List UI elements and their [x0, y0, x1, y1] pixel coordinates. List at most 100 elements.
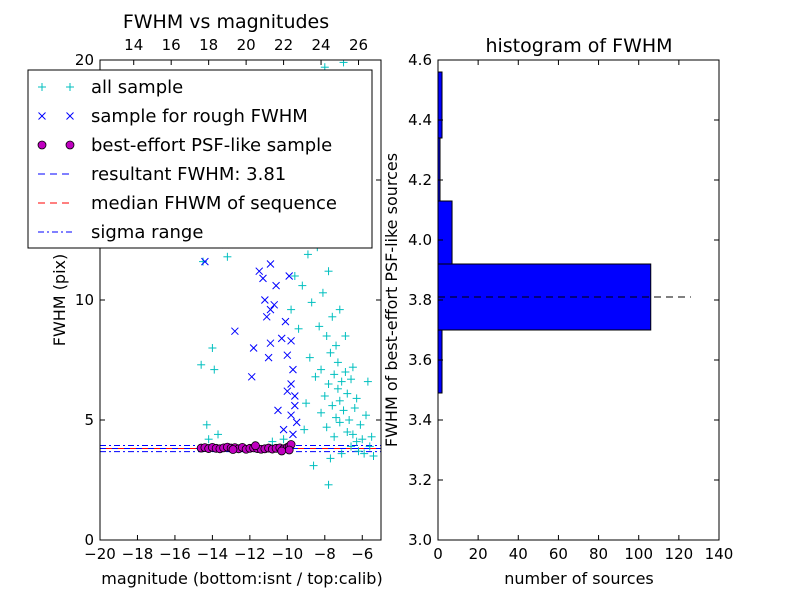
right-y-tick-label: 3.4 — [408, 411, 432, 429]
left-x-tick-label: −20 — [84, 545, 116, 563]
left-x-tick-label: −14 — [197, 545, 229, 563]
right-y-tick-label: 4.2 — [408, 171, 432, 189]
left-x-axis-label: magnitude (bottom:isnt / top:calib) — [101, 569, 382, 588]
left-x-tick-label: −10 — [272, 545, 304, 563]
plus-point-0-41 — [328, 401, 337, 410]
legend-marker-circle — [65, 140, 75, 150]
left-x-tick-label: −12 — [234, 545, 266, 563]
plus-point-0-61 — [348, 430, 357, 439]
x-point-1-7 — [262, 312, 271, 321]
legend-label: best-effort PSF-like sample — [91, 135, 332, 156]
top-x-tick-label: 22 — [274, 36, 293, 54]
plus-point-0-67 — [358, 435, 367, 444]
x-point-1-6 — [260, 296, 269, 304]
circle-point-2-26 — [284, 445, 294, 455]
plus-point-0-43 — [330, 370, 339, 379]
histogram-bar-4 — [438, 71, 443, 139]
plus-point-0-56 — [343, 428, 352, 436]
legend-marker-x — [66, 112, 74, 120]
right-axis-ticks: 0 20 40 60 80 100 120 140 3.0 3.2 3.4 3.6 3.8 4.0 4.2 4… — [408, 51, 733, 563]
x-point-1-12 — [272, 281, 280, 290]
fwhm-vs-magnitude-chart: −20−18−16−14−12−10−8−6051015201416182022… — [27, 11, 383, 588]
right-chart-title: histogram of FWHM — [485, 35, 672, 57]
x-point-1-16 — [283, 351, 292, 360]
plus-point-0-34 — [320, 392, 329, 400]
plus-point-0-17 — [290, 272, 299, 280]
legend-marker-x — [38, 112, 46, 120]
plus-point-0-72 — [367, 432, 376, 441]
top-x-tick-label: 16 — [162, 36, 181, 54]
x-point-1-11 — [270, 300, 279, 309]
plus-point-0-0 — [197, 360, 206, 369]
plus-point-0-66 — [356, 420, 365, 429]
plus-point-0-32 — [318, 288, 327, 297]
legend-label: all sample — [91, 77, 183, 98]
plus-point-0-46 — [332, 413, 341, 422]
right-x-tick-label: 0 — [433, 545, 443, 563]
top-x-tick-label: 24 — [312, 36, 331, 54]
x-point-1-30 — [285, 272, 294, 280]
left-y-axis-label: FWHM (pix) — [50, 254, 69, 347]
plus-point-0-28 — [315, 322, 324, 331]
x-point-1-18 — [287, 336, 295, 345]
legend: all sample sample for rough FWHM best-effo… — [27, 69, 373, 249]
right-x-tick-label: 120 — [665, 545, 694, 563]
legend-label: median FHWM of sequence — [91, 193, 337, 214]
legend-marker-circle — [37, 140, 47, 150]
x-point-1-10 — [266, 260, 275, 268]
right-y-axis-label: FWHM of best-effort PSF-like sources — [382, 153, 401, 447]
plus-point-0-70 — [363, 377, 372, 386]
plus-point-0-60 — [347, 375, 356, 384]
x-point-1-23 — [287, 411, 295, 420]
plus-point-0-76 — [302, 399, 311, 408]
left-chart-title: FWHM vs magnitudes — [123, 11, 329, 33]
left-x-tick-label: −8 — [314, 545, 336, 563]
x-point-1-20 — [287, 380, 295, 388]
right-y-tick-label: 3.8 — [408, 291, 432, 309]
plus-point-0-19 — [298, 281, 307, 290]
plus-point-0-4 — [204, 435, 213, 444]
plus-point-0-47 — [333, 384, 342, 393]
plus-point-0-14 — [279, 435, 288, 444]
right-plot-area — [438, 71, 691, 394]
top-x-tick-label: 26 — [349, 36, 368, 54]
left-y-tick-label: 10 — [75, 291, 94, 309]
plus-point-0-40 — [326, 454, 335, 463]
plus-point-0-18 — [294, 324, 303, 333]
plus-point-0-49 — [335, 418, 344, 427]
plus-point-0-59 — [347, 442, 356, 451]
left-y-tick-label: 0 — [84, 531, 94, 549]
plus-point-0-51 — [337, 377, 346, 386]
plus-point-0-74 — [324, 480, 333, 489]
circle-point-2-29 — [228, 445, 238, 454]
left-y-tick-label: 20 — [75, 51, 94, 69]
x-point-1-29 — [279, 425, 288, 434]
fwhm-histogram-chart: 0 20 40 60 80 100 120 140 3.0 3.2 3.4 3.6 3.8 4.0 4.2 4… — [382, 35, 733, 588]
right-y-tick-label: 4.4 — [408, 111, 432, 129]
x-point-1-14 — [277, 334, 286, 343]
x-point-1-9 — [266, 339, 275, 348]
plus-point-0-42 — [328, 312, 337, 321]
right-x-tick-label: 100 — [624, 545, 653, 563]
plus-point-0-8 — [223, 252, 232, 261]
x-point-1-3 — [247, 372, 256, 381]
legend-label: sigma range — [91, 222, 203, 243]
x-point-1-4 — [255, 267, 264, 276]
plus-point-0-12 — [268, 437, 277, 446]
legend-marker-plus — [66, 83, 74, 91]
x-point-1-19 — [289, 365, 297, 374]
right-y-tick-label: 3.2 — [408, 471, 432, 489]
circle-point-2-28 — [251, 441, 260, 451]
plus-point-0-26 — [311, 372, 320, 381]
histogram-bar-0 — [438, 329, 443, 394]
plus-point-0-73 — [369, 452, 378, 460]
plus-point-0-63 — [352, 437, 361, 446]
plus-point-0-82 — [341, 332, 350, 340]
left-x-tick-label: −6 — [351, 545, 373, 563]
x-point-1-0 — [201, 257, 209, 266]
left-x-tick-label: −16 — [159, 545, 191, 563]
plus-point-0-20 — [300, 425, 309, 434]
plus-point-0-64 — [352, 394, 361, 403]
plus-point-0-7 — [214, 430, 223, 439]
